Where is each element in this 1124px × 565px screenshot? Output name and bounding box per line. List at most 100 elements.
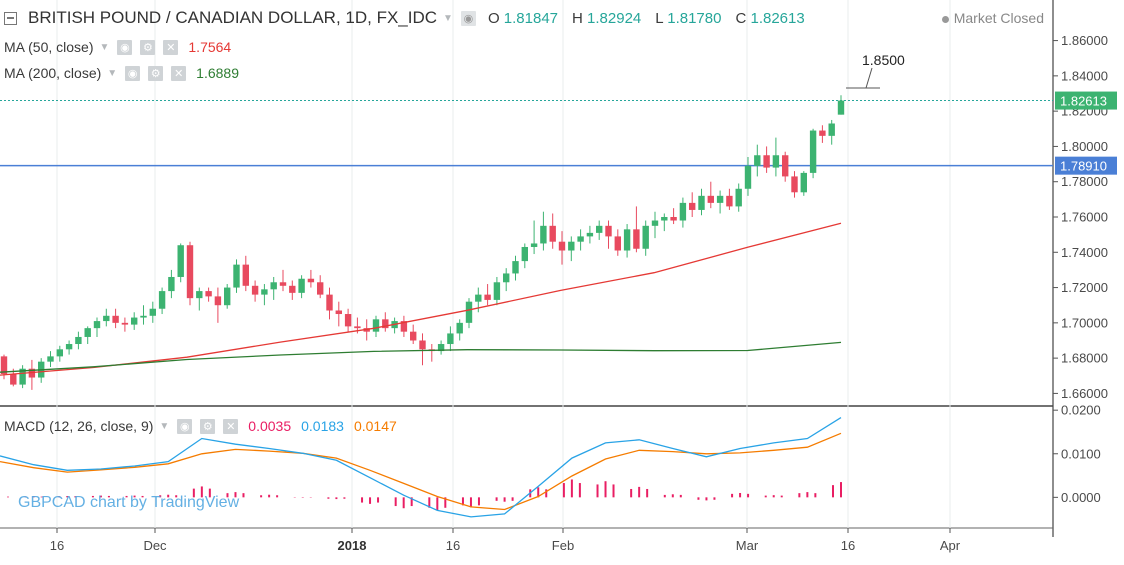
candle-body xyxy=(372,319,380,332)
candle-body xyxy=(754,155,761,166)
candle-body xyxy=(642,225,649,249)
gear-icon[interactable]: ⚙ xyxy=(140,39,156,55)
macd-value: 0.0183 xyxy=(301,418,344,434)
candle-body xyxy=(809,130,817,173)
x-tick-label: Dec xyxy=(143,538,167,553)
candle-body xyxy=(410,331,417,341)
candle-body xyxy=(447,333,454,345)
candle-body xyxy=(65,344,73,350)
chevron-down-icon[interactable]: ▼ xyxy=(443,12,453,24)
macd-line xyxy=(0,417,842,518)
eye-icon[interactable]: ◉ xyxy=(117,39,133,55)
candle-body xyxy=(242,264,249,286)
candle-body xyxy=(354,326,361,329)
candle-body xyxy=(772,155,780,168)
symbol-legend: BRITISH POUND / CANADIAN DOLLAR, 1D, FX_… xyxy=(4,8,805,28)
candle-body xyxy=(819,130,826,136)
candle-body xyxy=(828,123,835,136)
candle-body xyxy=(335,310,342,315)
macd-y-tick-label: 0.0000 xyxy=(1061,490,1101,505)
close-icon[interactable]: ✕ xyxy=(223,418,239,434)
candle-body xyxy=(596,225,603,233)
ma50-label: MA (50, close) xyxy=(4,39,94,55)
candle-body xyxy=(540,225,547,244)
close-icon[interactable]: ✕ xyxy=(163,39,179,55)
candle-body xyxy=(614,236,621,251)
candle-body xyxy=(75,336,82,345)
chevron-down-icon[interactable]: ▼ xyxy=(159,420,170,432)
ma200-line xyxy=(0,341,842,373)
y-tick-label: 1.78000 xyxy=(1061,174,1108,189)
candle-body xyxy=(317,282,324,295)
ohlc-high: H 1.82924 xyxy=(572,9,642,27)
candle-body xyxy=(800,172,807,193)
gear-icon[interactable]: ⚙ xyxy=(200,418,216,434)
y-tick-label: 1.66000 xyxy=(1061,386,1108,401)
candle-body xyxy=(84,328,91,337)
status-dot-icon xyxy=(941,15,949,23)
candle-body xyxy=(661,216,668,221)
ma50-value: 1.7564 xyxy=(188,39,232,55)
x-tick-label: 2018 xyxy=(338,538,367,553)
y-tick-label: 1.80000 xyxy=(1061,139,1108,154)
macd-legend: MACD (12, 26, close, 9) ▼ ◉ ⚙ ✕ 0.0035 0.0… xyxy=(4,418,397,434)
candle-body xyxy=(382,319,389,329)
candle-body xyxy=(149,308,156,316)
market-status: Market Closed xyxy=(941,10,1044,26)
candle-body xyxy=(93,321,101,329)
candle-body xyxy=(419,340,426,350)
ma200-value: 1.6889 xyxy=(196,65,239,81)
y-tick-label: 1.76000 xyxy=(1061,209,1108,224)
candle-body xyxy=(344,314,352,327)
candle-body xyxy=(791,176,798,193)
candle-body xyxy=(670,216,677,221)
eye-icon[interactable]: ◉ xyxy=(125,65,141,81)
y-tick-label: 1.68000 xyxy=(1061,351,1108,366)
y-tick-label: 1.72000 xyxy=(1061,280,1108,295)
candle-body xyxy=(251,285,259,295)
candle-body xyxy=(131,317,138,325)
candle-body xyxy=(633,229,640,249)
candle-body xyxy=(10,374,17,385)
x-tick-label: Feb xyxy=(552,538,574,553)
candle-body xyxy=(716,195,724,203)
candle-body xyxy=(465,301,473,323)
close-icon[interactable]: ✕ xyxy=(171,65,187,81)
candle-body xyxy=(586,232,594,237)
candle-body xyxy=(484,294,491,300)
eye-icon[interactable]: ◉ xyxy=(177,418,193,434)
candle-body xyxy=(214,296,222,306)
y-tick-label: 1.70000 xyxy=(1061,315,1108,330)
x-tick-label: 16 xyxy=(841,538,855,553)
candle-body xyxy=(56,349,63,357)
collapse-icon[interactable] xyxy=(4,11,17,25)
candle-body xyxy=(205,291,212,297)
candle-body xyxy=(112,315,119,323)
candle-body xyxy=(689,202,696,210)
ma200-legend: MA (200, close) ▼ ◉ ⚙ ✕ 1.6889 xyxy=(4,65,239,81)
candle-body xyxy=(177,245,184,277)
ma200-label: MA (200, close) xyxy=(4,65,102,81)
chevron-down-icon[interactable]: ▼ xyxy=(107,67,118,79)
candle-body xyxy=(475,294,482,302)
candle-body xyxy=(679,202,687,221)
candle-body xyxy=(577,236,584,242)
gear-icon[interactable]: ⚙ xyxy=(148,65,164,81)
last-price-label: 1.82613 xyxy=(1060,94,1107,109)
chevron-down-icon[interactable]: ▼ xyxy=(99,41,110,53)
y-tick-label: 1.84000 xyxy=(1061,68,1108,83)
ohlc-open: O 1.81847 xyxy=(487,9,559,27)
candle-body xyxy=(307,278,315,283)
candle-body xyxy=(279,282,287,286)
eye-icon[interactable]: ◉ xyxy=(460,10,476,26)
x-tick-label: 16 xyxy=(446,538,460,553)
candle-body xyxy=(763,155,770,168)
candle-body xyxy=(782,155,789,177)
candle-body xyxy=(261,289,268,295)
candle-body xyxy=(186,245,194,299)
candle-body xyxy=(0,356,8,375)
candle-body xyxy=(437,344,445,352)
candle-body xyxy=(326,294,333,311)
ma50-line xyxy=(0,222,842,376)
